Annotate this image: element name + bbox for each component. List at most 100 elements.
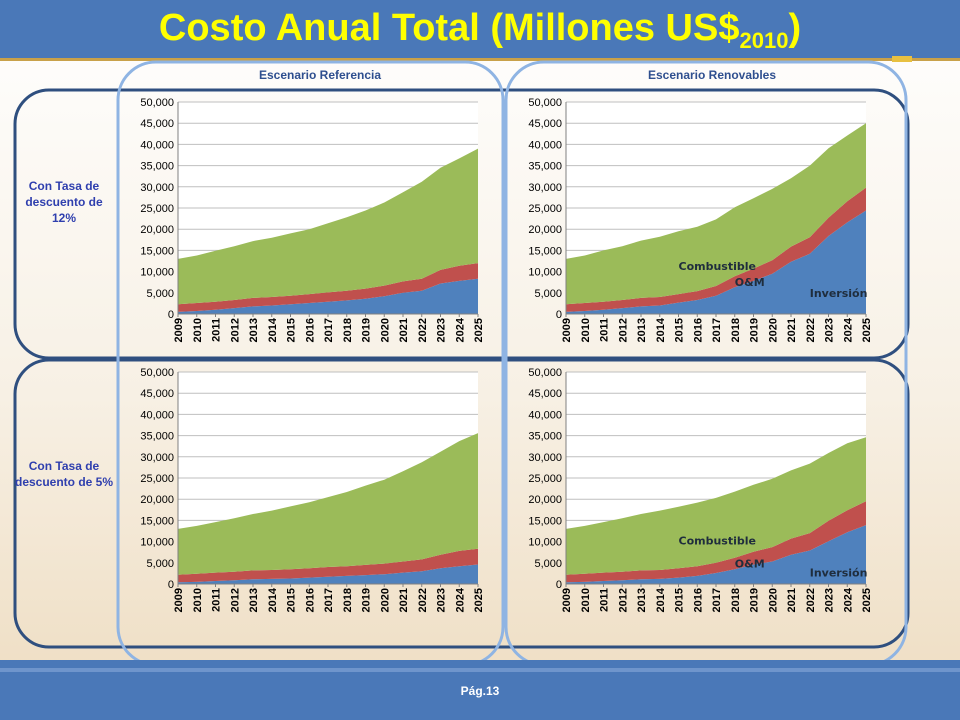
y-tick-label: 0 — [168, 579, 174, 591]
y-tick-label: 50,000 — [528, 367, 562, 379]
x-tick-label: 2014 — [655, 317, 667, 342]
chart-referencia-5: 0 5,000 10,000 15,000 20,000 25,000 30,000 35,0… — [140, 367, 485, 612]
row-label-5: Con Tasa de descuento de 5% — [14, 459, 114, 489]
x-tick-label: 2011 — [599, 588, 611, 612]
header-accent-line — [0, 58, 960, 61]
x-tick-label: 2020 — [379, 588, 391, 612]
x-tick-label: 2023 — [824, 318, 836, 342]
x-tick-label: 2009 — [561, 588, 573, 612]
area-series-om — [178, 263, 478, 312]
annotation-label: Combustible — [679, 535, 756, 548]
x-tick-label: 2017 — [711, 588, 723, 612]
page-title: Costo Anual Total (Millones US$2010) — [0, 2, 960, 67]
x-tick-label: 2025 — [473, 318, 485, 342]
row-frame-bottom — [13, 358, 910, 649]
x-tick-label: 2016 — [304, 318, 316, 342]
x-tick-label: 2017 — [323, 318, 335, 342]
x-tick-label: 2017 — [323, 588, 335, 612]
y-tick-label: 25,000 — [140, 473, 174, 485]
x-tick-label: 2012 — [617, 318, 629, 342]
y-tick-label: 0 — [556, 309, 562, 321]
x-tick-label: 2010 — [192, 318, 204, 342]
y-tick-label: 35,000 — [140, 161, 174, 173]
x-tick-label: 2010 — [580, 588, 592, 612]
x-tick-label: 2022 — [805, 318, 817, 342]
area-series-inversion — [178, 278, 478, 314]
x-tick-label: 2018 — [730, 588, 742, 612]
row-label-12: Con Tasa de descuento de 12% — [25, 179, 103, 225]
x-tick-label: 2023 — [824, 588, 836, 612]
y-tick-label: 10,000 — [528, 537, 562, 549]
chart-renovables-12: 0 5,000 10,000 15,000 20,000 25,000 30,000 35,0… — [528, 97, 873, 342]
y-tick-label: 0 — [556, 579, 562, 591]
x-tick-label: 2018 — [342, 588, 354, 612]
x-tick-label: 2009 — [173, 318, 185, 342]
row-frame-top — [13, 88, 910, 360]
area-series-inversion — [178, 564, 478, 584]
x-tick-label: 2025 — [861, 318, 873, 342]
chart-referencia-12: 0 5,000 10,000 15,000 20,000 25,000 30,000 35,0… — [140, 97, 485, 342]
x-tick-label: 2013 — [636, 588, 648, 612]
x-tick-label: 2014 — [267, 587, 279, 612]
x-tick-label: 2021 — [398, 588, 410, 612]
y-tick-label: 15,000 — [140, 515, 174, 527]
y-tick-label: 45,000 — [528, 388, 562, 400]
x-tick-label: 2019 — [361, 588, 373, 612]
y-tick-label: 25,000 — [140, 203, 174, 215]
x-tick-label: 2014 — [267, 317, 279, 342]
x-tick-label: 2024 — [454, 317, 466, 342]
x-tick-label: 2016 — [692, 318, 704, 342]
x-tick-label: 2021 — [786, 588, 798, 612]
x-tick-label: 2018 — [342, 318, 354, 342]
y-tick-label: 25,000 — [528, 203, 562, 215]
y-tick-label: 5,000 — [146, 558, 174, 570]
annotation-label: Combustible — [679, 260, 756, 273]
x-tick-label: 2016 — [304, 588, 316, 612]
y-tick-label: 0 — [168, 309, 174, 321]
y-tick-label: 10,000 — [528, 267, 562, 279]
area-series-om — [566, 187, 866, 312]
y-tick-label: 50,000 — [528, 97, 562, 109]
x-tick-label: 2017 — [711, 318, 723, 342]
y-tick-label: 20,000 — [140, 224, 174, 236]
area-series-combustible — [566, 123, 866, 305]
y-tick-label: 40,000 — [140, 139, 174, 151]
x-tick-label: 2020 — [767, 318, 779, 342]
y-tick-label: 15,000 — [528, 515, 562, 527]
y-tick-label: 35,000 — [528, 431, 562, 443]
x-tick-label: 2011 — [211, 588, 223, 612]
title-subscript: 2010 — [739, 28, 789, 53]
y-tick-label: 10,000 — [140, 267, 174, 279]
x-tick-label: 2009 — [173, 588, 185, 612]
annotation-label: Inversión — [810, 287, 868, 300]
x-tick-label: 2021 — [398, 318, 410, 342]
x-tick-label: 2012 — [229, 588, 241, 612]
x-tick-label: 2011 — [599, 318, 611, 342]
y-tick-label: 10,000 — [140, 537, 174, 549]
y-tick-label: 30,000 — [528, 452, 562, 464]
x-tick-label: 2024 — [454, 587, 466, 612]
x-tick-label: 2015 — [286, 588, 298, 612]
y-tick-label: 50,000 — [140, 367, 174, 379]
y-tick-label: 5,000 — [534, 558, 562, 570]
y-tick-label: 20,000 — [528, 224, 562, 236]
column-label-referencia: Escenario Referencia — [258, 68, 382, 82]
x-tick-label: 2015 — [674, 588, 686, 612]
x-tick-label: 2022 — [417, 588, 429, 612]
x-tick-label: 2024 — [842, 317, 854, 342]
x-tick-label: 2015 — [674, 318, 686, 342]
area-series-inversion — [566, 210, 866, 314]
title-main: Costo Anual Total (Millones US$ — [158, 7, 740, 49]
y-tick-label: 50,000 — [140, 97, 174, 109]
y-tick-label: 40,000 — [528, 139, 562, 151]
x-tick-label: 2024 — [842, 587, 854, 612]
area-series-inversion — [566, 525, 866, 584]
y-tick-label: 15,000 — [528, 245, 562, 257]
header-gold-accent — [892, 56, 912, 62]
x-tick-label: 2012 — [617, 588, 629, 612]
x-tick-label: 2009 — [561, 318, 573, 342]
x-tick-label: 2020 — [767, 588, 779, 612]
x-tick-label: 2018 — [730, 318, 742, 342]
annotation-label: O&M — [735, 276, 765, 289]
y-tick-label: 5,000 — [146, 288, 174, 300]
